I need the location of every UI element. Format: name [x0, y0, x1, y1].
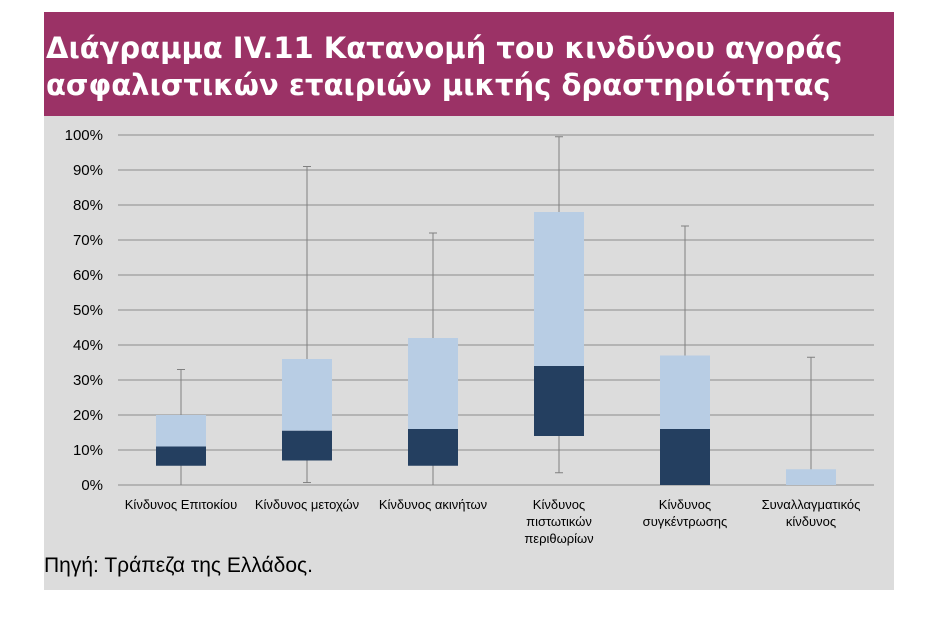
chart-panel: 0% 10% 20% 30% 40% 50% 60% 70% 80% 90% 100% Κίνδυν…: [44, 116, 894, 590]
chart-title-line-2: ασφαλιστικών εταιριών μικτής δραστηριότη…: [46, 68, 831, 102]
box-upper-quartile: [660, 355, 710, 429]
box-upper-quartile: [282, 359, 332, 431]
y-tick-label: 0%: [81, 477, 103, 494]
x-category-label: Κίνδυνος Επιτοκίου: [125, 497, 237, 512]
box-lower-quartile: [660, 429, 710, 485]
y-tick-label: 30%: [73, 372, 103, 389]
y-tick-label: 40%: [73, 337, 103, 354]
y-tick-label: 80%: [73, 197, 103, 214]
y-tick-label: 90%: [73, 162, 103, 179]
box-upper-quartile: [786, 469, 836, 485]
x-category-label: Κίνδυνος μετοχών: [255, 497, 359, 512]
y-tick-label: 70%: [73, 232, 103, 249]
chart-title-line-1: Διάγραμμα IV.11 Κατανομή του κινδύνου αγ…: [46, 31, 843, 65]
source-note: Πηγή: Τράπεζα της Ελλάδος.: [44, 554, 313, 577]
x-category-label: Κίνδυνος ακινήτων: [379, 497, 487, 512]
y-tick-label: 10%: [73, 442, 103, 459]
x-category-label: Κίνδυνος: [659, 497, 711, 512]
chart-title-banner: Διάγραμμα IV.11 Κατανομή του κινδύνου αγ…: [44, 12, 894, 116]
box-lower-quartile: [282, 430, 332, 461]
x-category-label: Συναλλαγματικός: [762, 497, 861, 512]
grid-lines: [118, 134, 874, 486]
box-upper-quartile: [408, 338, 458, 429]
x-category-label: συγκέντρωσης: [643, 514, 728, 529]
box-plot-series: [156, 136, 836, 485]
y-tick-label: 60%: [73, 267, 103, 284]
x-category-label: Κίνδυνος: [533, 497, 585, 512]
box-upper-quartile: [534, 212, 584, 366]
box-lower-quartile: [534, 366, 584, 436]
y-axis-tick-labels: 0% 10% 20% 30% 40% 50% 60% 70% 80% 90% 100%: [65, 127, 103, 494]
x-category-label: κίνδυνος: [786, 514, 836, 529]
y-tick-label: 50%: [73, 302, 103, 319]
y-tick-label: 20%: [73, 407, 103, 424]
box-plot-chart: 0% 10% 20% 30% 40% 50% 60% 70% 80% 90% 100% Κίνδυν…: [65, 127, 874, 546]
x-category-label: περιθωρίων: [524, 531, 593, 546]
box-lower-quartile: [156, 446, 206, 466]
x-axis-category-labels: Κίνδυνος Επιτοκίου Κίνδυνος μετοχών Κίνδυν…: [125, 497, 861, 546]
box-lower-quartile: [408, 429, 458, 466]
box-upper-quartile: [156, 415, 206, 447]
y-tick-label: 100%: [65, 127, 103, 144]
x-category-label: πιστωτικών: [526, 514, 592, 529]
